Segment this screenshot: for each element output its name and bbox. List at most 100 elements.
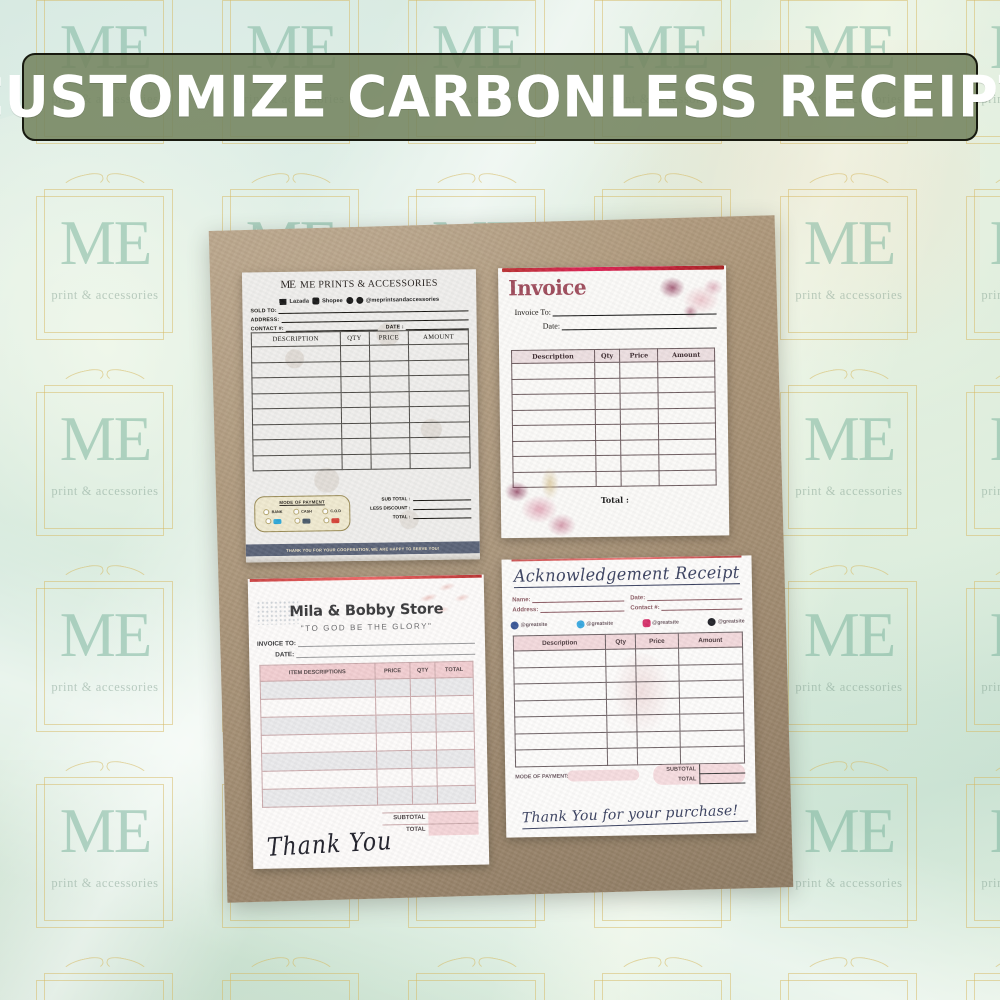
table-cell[interactable]: [260, 679, 376, 700]
payment-option-cash[interactable]: CASH: [293, 508, 312, 515]
table-cell[interactable]: [678, 679, 744, 698]
field-line[interactable]: [297, 637, 476, 648]
total-value-cell[interactable]: [428, 810, 479, 824]
table-cell[interactable]: [514, 682, 607, 701]
field-invoice-to[interactable]: Invoice To:: [515, 306, 717, 317]
table-cell[interactable]: [252, 392, 341, 409]
table-cell[interactable]: [595, 439, 622, 456]
table-cell[interactable]: [620, 377, 659, 394]
table-row[interactable]: [262, 785, 476, 808]
field-invoice-to[interactable]: INVOICE TO:: [257, 637, 476, 648]
field-address[interactable]: Address:: [512, 605, 625, 614]
total-value-cell[interactable]: [428, 822, 479, 836]
payment-option-grabpay[interactable]: [323, 517, 340, 524]
table-cell[interactable]: [261, 751, 377, 772]
mode-of-payment-pill[interactable]: [567, 769, 640, 782]
table-cell[interactable]: [375, 714, 412, 734]
table-cell[interactable]: [260, 697, 376, 718]
table-cell[interactable]: [636, 714, 680, 732]
table-cell[interactable]: [376, 768, 413, 788]
total-line[interactable]: [413, 495, 472, 502]
radio-icon[interactable]: [293, 508, 300, 515]
table-cell[interactable]: [437, 785, 476, 804]
table-cell[interactable]: [369, 391, 410, 408]
table-cell[interactable]: [370, 437, 411, 454]
radio-icon[interactable]: [323, 517, 330, 524]
table-row[interactable]: [252, 452, 471, 471]
field-line[interactable]: [552, 308, 717, 317]
table-cell[interactable]: [515, 748, 608, 767]
table-cell[interactable]: [658, 392, 716, 409]
field-line[interactable]: [647, 593, 743, 602]
payment-option-paymaya[interactable]: [294, 517, 311, 524]
table-cell[interactable]: [376, 750, 413, 770]
table-cell[interactable]: [252, 423, 342, 440]
table-cell[interactable]: [621, 470, 660, 487]
table-cell[interactable]: [678, 646, 743, 665]
table-cell[interactable]: [679, 745, 745, 764]
table-cell[interactable]: [435, 695, 474, 714]
social-tiktok[interactable]: @greatsite: [707, 617, 745, 627]
table-cell[interactable]: [658, 376, 716, 393]
table-cell[interactable]: [514, 715, 608, 734]
table-cell[interactable]: [375, 732, 412, 752]
table-cell[interactable]: [595, 455, 622, 472]
table-cell[interactable]: [341, 422, 371, 439]
table-cell[interactable]: [512, 393, 595, 411]
table-cell[interactable]: [512, 409, 596, 426]
receipt-acknowledgement[interactable]: Acknowledgement Receipt Name: Date: Addr…: [501, 555, 757, 838]
table-cell[interactable]: [658, 423, 716, 440]
table-cell[interactable]: [620, 423, 659, 440]
table-cell[interactable]: [412, 785, 438, 805]
field-line[interactable]: [532, 595, 625, 604]
table-cell[interactable]: [679, 729, 745, 748]
table-cell[interactable]: [261, 769, 377, 790]
radio-icon[interactable]: [265, 518, 272, 525]
table-cell[interactable]: [678, 663, 744, 682]
table-cell[interactable]: [340, 376, 370, 393]
social-instagram[interactable]: @greatsite: [642, 619, 679, 628]
table-cell[interactable]: [607, 714, 638, 732]
table-cell[interactable]: [252, 454, 342, 471]
table-cell[interactable]: [437, 767, 476, 786]
table-cell[interactable]: [605, 648, 637, 666]
table-cell[interactable]: [513, 665, 607, 684]
field-line[interactable]: [296, 648, 476, 658]
table-cell[interactable]: [659, 469, 717, 486]
table-cell[interactable]: [410, 677, 436, 697]
receipt-me-prints[interactable]: ME ME PRINTS & ACCESSORIES Lazada Shopee…: [241, 269, 480, 563]
table-cell[interactable]: [620, 392, 659, 409]
field-name[interactable]: Name:: [512, 595, 625, 604]
table-cell[interactable]: [411, 749, 438, 769]
social-facebook[interactable]: @greatsite: [510, 621, 548, 630]
table-cell[interactable]: [620, 408, 659, 425]
total-line[interactable]: [413, 504, 472, 511]
table-cell[interactable]: [594, 393, 621, 410]
table-cell[interactable]: [607, 747, 638, 765]
table-cell[interactable]: [606, 698, 637, 716]
field-line[interactable]: [540, 605, 625, 614]
radio-icon[interactable]: [322, 507, 329, 514]
table-cell[interactable]: [410, 436, 470, 454]
table-cell[interactable]: [409, 405, 470, 423]
table-cell[interactable]: [512, 424, 596, 442]
table-cell[interactable]: [659, 454, 716, 471]
table-cell[interactable]: [511, 362, 595, 380]
table-cell[interactable]: [658, 407, 716, 424]
table-cell[interactable]: [620, 439, 660, 456]
payment-option-bank[interactable]: BANK: [263, 508, 283, 515]
radio-icon[interactable]: [294, 517, 301, 524]
table-cell[interactable]: [679, 696, 744, 715]
table-cell[interactable]: [635, 648, 679, 666]
field-line[interactable]: [661, 603, 743, 611]
table-cell[interactable]: [252, 407, 342, 425]
table-cell[interactable]: [511, 378, 595, 395]
table-cell[interactable]: [636, 664, 679, 682]
payment-option-gcash[interactable]: [265, 518, 282, 525]
field-line[interactable]: [281, 315, 469, 324]
table-cell[interactable]: [436, 731, 475, 750]
table-cell[interactable]: [657, 361, 715, 378]
table-cell[interactable]: [595, 424, 621, 441]
table-cell[interactable]: [409, 374, 470, 392]
radio-icon[interactable]: [263, 508, 270, 515]
